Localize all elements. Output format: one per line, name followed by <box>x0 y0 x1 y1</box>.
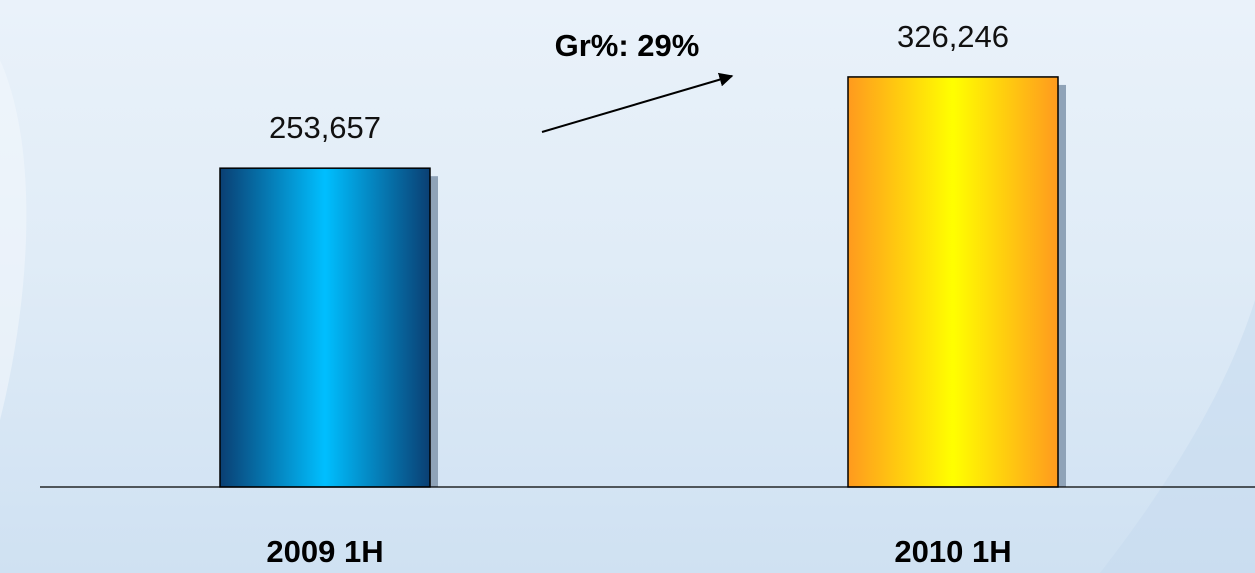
data-label-2009-1h: 253,657 <box>269 110 381 145</box>
bar-2009-1h <box>219 167 431 488</box>
data-label-2010-1h: 326,246 <box>897 19 1009 54</box>
category-label-2010-1h: 2010 1H <box>894 534 1011 569</box>
background-swoosh <box>0 60 27 420</box>
bar-2010-1h <box>847 76 1059 488</box>
category-label-2009-1h: 2009 1H <box>266 534 383 569</box>
growth-arrow <box>541 72 734 133</box>
background-swoosh <box>1100 300 1255 573</box>
growth-annotation: Gr%: 29% <box>555 28 700 63</box>
